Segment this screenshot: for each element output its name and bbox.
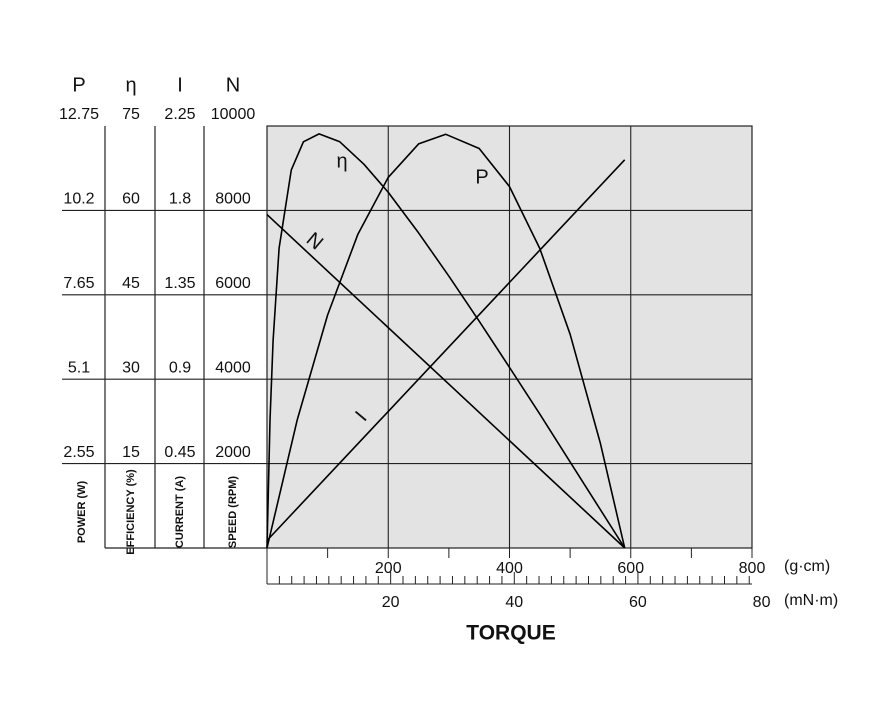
y-tick-label: 10000	[211, 106, 256, 123]
axis-title: POWER (W)	[76, 481, 88, 544]
axis-title: CURRENT (A)	[174, 476, 186, 548]
y-tick-label: 75	[122, 106, 140, 123]
y-tick-label: 45	[122, 275, 140, 292]
y-tick-label: 1.35	[164, 275, 195, 292]
y-tick-label: 7.65	[63, 275, 94, 292]
y-tick-label: 8000	[215, 191, 251, 208]
x-tick-label: 200	[375, 560, 402, 577]
x2-unit: (mN·m)	[784, 592, 838, 609]
x-tick-label: 800	[739, 560, 766, 577]
x2-tick-label: 60	[629, 594, 647, 611]
x-tick-label: 400	[496, 560, 523, 577]
curve	[266, 133, 626, 549]
curve	[266, 214, 626, 549]
axis-symbol: N	[226, 74, 240, 96]
curve	[266, 159, 626, 542]
y-tick-label: 4000	[215, 359, 251, 376]
y-tick-label: 60	[122, 191, 140, 208]
y-tick-label: 2000	[215, 444, 251, 461]
axis-title: EFFICIENCY (%)	[125, 469, 137, 555]
x-unit: (g·cm)	[784, 558, 830, 575]
x2-tick-label: 20	[382, 594, 400, 611]
y-tick-label: 6000	[215, 275, 251, 292]
y-tick-label: 15	[122, 444, 140, 461]
y-tick-label: 2.55	[63, 444, 94, 461]
axis-title: SPEED (RPM)	[227, 476, 239, 548]
y-tick-label: 0.45	[164, 444, 195, 461]
x-axis-title: TORQUE	[466, 622, 555, 645]
axis-symbol: P	[72, 74, 85, 96]
y-tick-label: 30	[122, 359, 140, 376]
y-tick-label: 10.2	[63, 191, 94, 208]
y-tick-label: 5.1	[68, 359, 90, 376]
y-tick-label: 1.8	[169, 191, 191, 208]
curve-label: P	[475, 166, 488, 188]
curve	[266, 133, 626, 549]
x2-tick-label: 40	[505, 594, 523, 611]
y-tick-label: 0.9	[169, 359, 191, 376]
x2-tick-label: 80	[753, 594, 771, 611]
curve-label: η	[336, 150, 347, 172]
axis-symbol: I	[177, 74, 183, 96]
axis-symbol: η	[125, 74, 136, 96]
y-tick-label: 12.75	[59, 106, 99, 123]
y-tick-label: 2.25	[164, 106, 195, 123]
x-tick-label: 600	[617, 560, 644, 577]
